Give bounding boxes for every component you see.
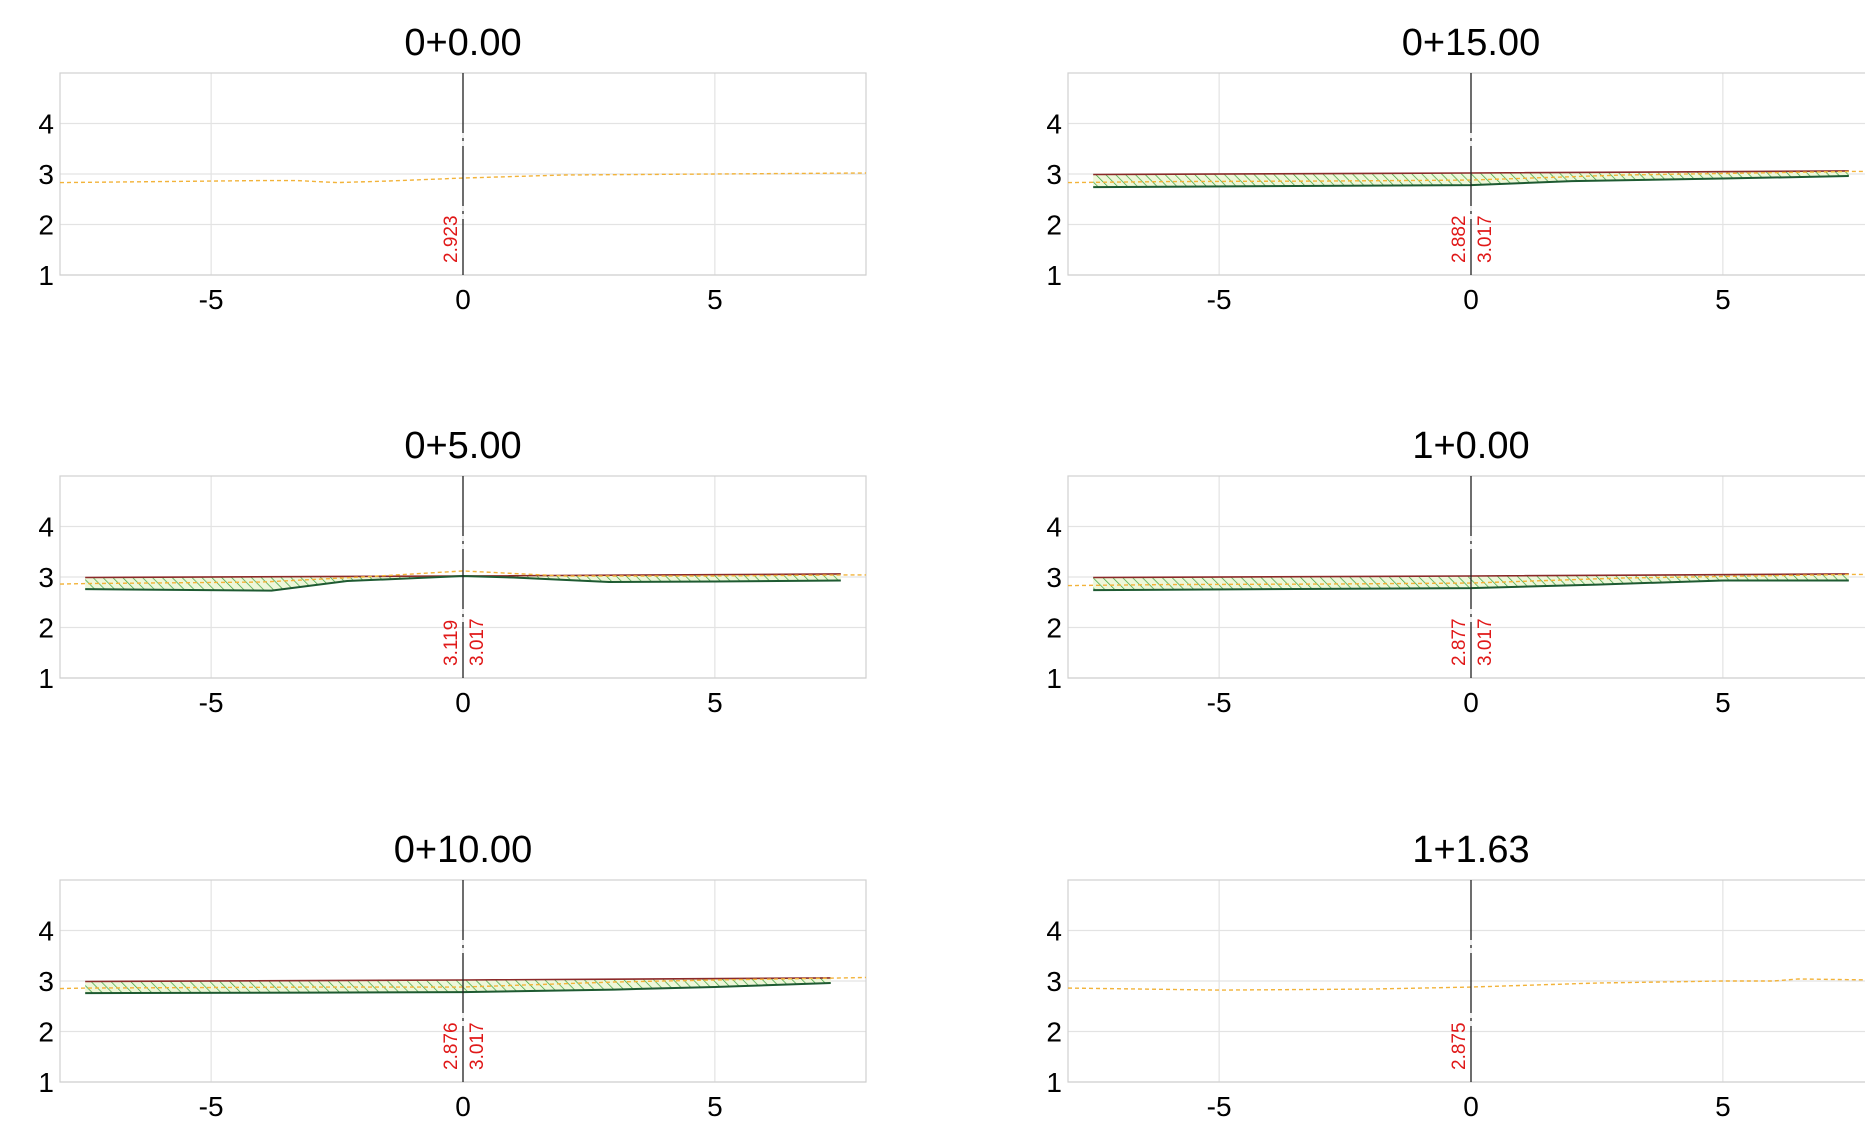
chart-title: 0+10.00 — [394, 829, 532, 871]
cross-section-panel: 0+0.00 -5 0 5 1 2 3 4 2.923 — [38, 22, 867, 315]
x-tick-label: -5 — [199, 284, 224, 315]
ground-line — [60, 976, 866, 990]
x-tick-label: 5 — [1715, 1091, 1731, 1122]
fill-area — [85, 573, 841, 591]
elevation-label: 3.017 — [467, 1022, 488, 1070]
y-tick-label: 4 — [1046, 109, 1062, 140]
y-tick-label: 3 — [38, 562, 54, 593]
y-tick-label: 1 — [1046, 260, 1062, 291]
design-bottom-line — [1093, 579, 1849, 592]
y-tick-label: 3 — [38, 966, 54, 997]
y-tick-label: 2 — [38, 210, 54, 241]
elevation-label: 3.017 — [467, 618, 488, 666]
design-bottom-line — [85, 982, 831, 995]
x-tick-label: 5 — [707, 687, 723, 718]
y-tick-label: 1 — [1046, 663, 1062, 694]
x-tick-label: 5 — [1715, 284, 1731, 315]
cross-section-panel: 0+5.00 -5 0 5 1 2 3 4 3.119 3.017 — [38, 425, 867, 718]
elevation-label: 2.876 — [441, 1022, 462, 1070]
y-tick-label: 3 — [38, 159, 54, 190]
y-tick-label: 2 — [1046, 1017, 1062, 1048]
y-tick-label: 3 — [1046, 966, 1062, 997]
y-tick-label: 4 — [38, 109, 54, 140]
x-tick-label: 0 — [1463, 687, 1479, 718]
y-tick-label: 4 — [38, 512, 54, 543]
chart-title: 1+1.63 — [1412, 829, 1529, 871]
elevation-label: 3.017 — [1475, 618, 1496, 666]
elevation-label: 2.877 — [1449, 618, 1470, 666]
x-tick-label: 0 — [1463, 284, 1479, 315]
y-tick-label: 1 — [1046, 1067, 1062, 1098]
chart-title: 0+0.00 — [404, 22, 521, 64]
x-tick-label: 5 — [1715, 687, 1731, 718]
cross-section-panel: 0+10.00 -5 0 5 1 2 3 4 2.876 3.017 — [38, 829, 867, 1122]
elevation-label: 2.923 — [441, 215, 462, 263]
x-tick-label: 0 — [455, 687, 471, 718]
ground-line — [1068, 978, 1865, 991]
cross-section-panel: 1+0.00 -5 0 5 1 2 3 4 2.877 3.017 — [1046, 425, 1865, 718]
y-tick-label: 2 — [38, 1017, 54, 1048]
x-tick-label: 0 — [455, 284, 471, 315]
chart-title: 1+0.00 — [1412, 425, 1529, 467]
chart-title: 0+15.00 — [1402, 22, 1540, 64]
ground-line — [1068, 573, 1865, 587]
cross-section-panel: 0+15.00 -5 0 5 1 2 3 4 2.882 3.017 — [1046, 22, 1865, 315]
y-tick-label: 4 — [1046, 512, 1062, 543]
x-tick-label: -5 — [1207, 284, 1232, 315]
x-tick-label: -5 — [1207, 1091, 1232, 1122]
cross-section-panel: 1+1.63 -5 0 5 1 2 3 4 2.875 — [1046, 829, 1865, 1122]
y-tick-label: 2 — [1046, 613, 1062, 644]
design-bottom-line — [1093, 175, 1849, 189]
elevation-label: 2.882 — [1449, 215, 1470, 263]
y-tick-label: 4 — [1046, 916, 1062, 947]
x-tick-label: 0 — [1463, 1091, 1479, 1122]
chart-title: 0+5.00 — [404, 425, 521, 467]
x-tick-label: 5 — [707, 1091, 723, 1122]
x-tick-label: -5 — [199, 687, 224, 718]
y-tick-label: 1 — [38, 663, 54, 694]
elevation-label: 2.875 — [1449, 1022, 1470, 1070]
ground-line — [60, 172, 866, 184]
ground-line — [1068, 170, 1865, 184]
elevation-label: 3.119 — [441, 620, 462, 666]
design-bottom-line — [85, 574, 841, 592]
y-tick-label: 1 — [38, 1067, 54, 1098]
y-tick-label: 4 — [38, 916, 54, 947]
y-tick-label: 3 — [1046, 159, 1062, 190]
x-tick-label: 5 — [707, 284, 723, 315]
x-tick-label: -5 — [199, 1091, 224, 1122]
y-tick-label: 2 — [1046, 210, 1062, 241]
x-tick-label: 0 — [455, 1091, 471, 1122]
y-tick-label: 1 — [38, 260, 54, 291]
x-tick-label: -5 — [1207, 687, 1232, 718]
y-tick-label: 3 — [1046, 562, 1062, 593]
y-tick-label: 2 — [38, 613, 54, 644]
elevation-label: 3.017 — [1475, 215, 1496, 263]
